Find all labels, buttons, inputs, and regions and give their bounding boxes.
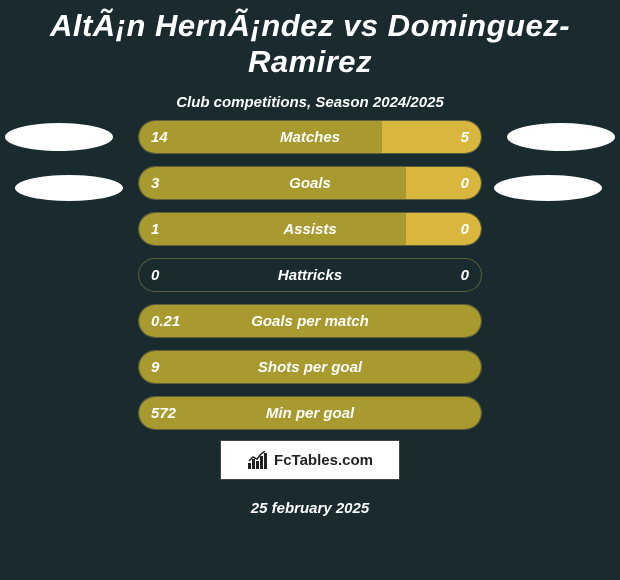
season-subtitle: Club competitions, Season 2024/2025 (0, 94, 620, 111)
stat-label: Goals per match (139, 305, 481, 338)
stat-label: Assists (139, 213, 481, 246)
player1-avatar-2 (15, 175, 123, 201)
brand-chart-icon (247, 451, 269, 469)
player2-avatar-2 (494, 175, 602, 201)
stat-row: 145Matches (138, 120, 482, 154)
stat-label: Min per goal (139, 397, 481, 430)
stat-row: 572Min per goal (138, 396, 482, 430)
stat-row: 30Goals (138, 166, 482, 200)
stats-container: 145Matches 30Goals 10Assists 00Hattricks 0.2… (138, 120, 482, 442)
stat-label: Matches (139, 121, 481, 154)
player1-avatar-1 (5, 123, 113, 151)
stat-row: 00Hattricks (138, 258, 482, 292)
player2-avatar-1 (507, 123, 615, 151)
stat-row: 10Assists (138, 212, 482, 246)
stat-row: 9Shots per goal (138, 350, 482, 384)
date-text: 25 february 2025 (0, 500, 620, 517)
stat-row: 0.21Goals per match (138, 304, 482, 338)
brand-text: FcTables.com (274, 452, 373, 469)
comparison-title: AltÃ¡n HernÃ¡ndez vs Dominguez-Ramirez (0, 0, 620, 80)
stat-label: Hattricks (139, 259, 481, 292)
brand-box: FcTables.com (220, 440, 400, 480)
stat-label: Goals (139, 167, 481, 200)
stat-label: Shots per goal (139, 351, 481, 384)
